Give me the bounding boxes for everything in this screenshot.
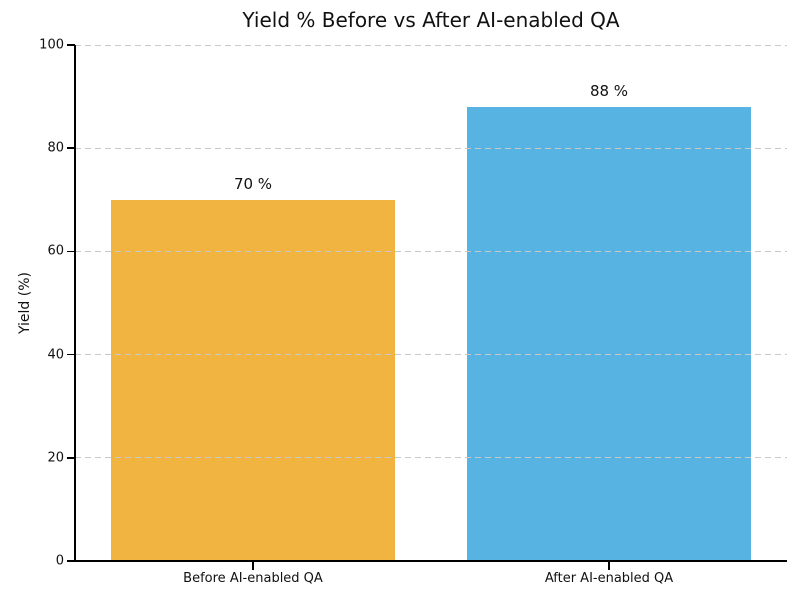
y-tick-label: 0 — [55, 553, 64, 569]
x-axis-line — [74, 560, 787, 562]
plot-area: 70 % 88 % 0 20 40 60 80 100 Before AI-enabled Q… — [39, 38, 787, 586]
y-tick-label: 100 — [39, 37, 64, 53]
y-tick-mark — [67, 250, 75, 253]
y-axis-line — [74, 45, 76, 561]
bar — [110, 199, 396, 561]
gridline — [75, 44, 787, 46]
y-tick-mark — [67, 457, 75, 459]
y-tick-label: 20 — [47, 450, 64, 466]
chart-title: Yield % Before vs After AI-enabled QA — [242, 8, 620, 32]
gridline — [75, 457, 787, 459]
y-tick-mark — [67, 353, 75, 356]
gridline — [75, 354, 787, 356]
bar-value-label: 70 % — [233, 174, 273, 193]
gridline — [75, 147, 787, 149]
bar-value-label: 88 % — [589, 81, 629, 100]
x-tick-label: After AI-enabled QA — [544, 571, 674, 586]
y-tick-mark — [67, 147, 75, 149]
x-tick-label: Before AI-enabled QA — [183, 571, 323, 586]
y-tick-label: 60 — [47, 243, 64, 259]
y-tick-label: 40 — [47, 347, 64, 363]
y-axis-label: Yield (%) — [17, 271, 33, 335]
gridline — [75, 250, 787, 252]
y-tick-mark — [67, 44, 75, 46]
y-tick-mark — [67, 560, 75, 562]
x-tick-mark — [252, 562, 254, 570]
y-tick-label: 80 — [47, 140, 64, 156]
x-tick-mark — [608, 562, 610, 570]
bar — [466, 106, 752, 561]
